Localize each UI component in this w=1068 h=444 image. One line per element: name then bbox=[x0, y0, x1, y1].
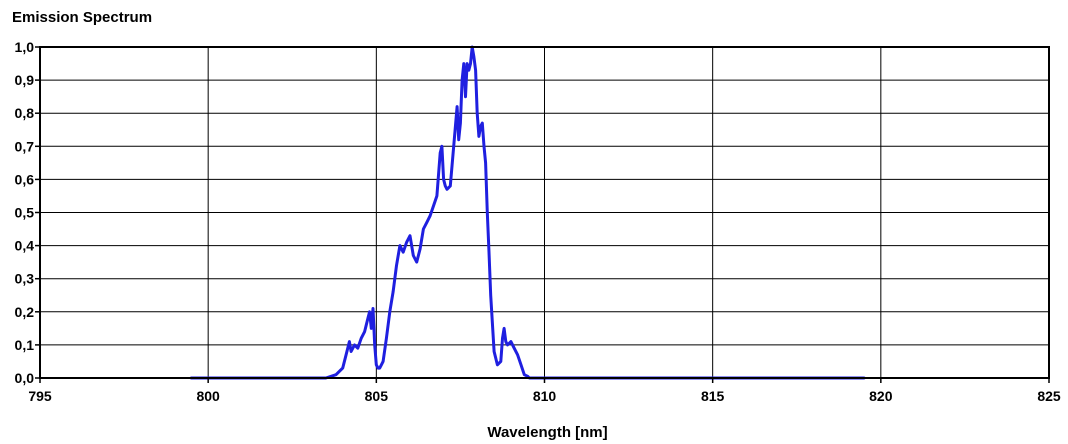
y-tick-label: 1,0 bbox=[15, 39, 35, 55]
y-tick-label: 0,6 bbox=[15, 171, 35, 187]
x-tick-label: 810 bbox=[533, 388, 557, 404]
series-layer bbox=[189, 45, 866, 380]
x-tick-label: 825 bbox=[1037, 388, 1061, 404]
x-tick-label: 795 bbox=[28, 388, 52, 404]
x-tick-label: 815 bbox=[701, 388, 725, 404]
x-tick-label: 805 bbox=[365, 388, 389, 404]
tick-layer: 795 800 805 810 815 820 825 0,0 0,1 0,2 0,3 0,4 0,5 0… bbox=[15, 39, 1061, 404]
y-tick-label: 0,7 bbox=[15, 138, 35, 154]
y-tick-label: 0,8 bbox=[15, 105, 35, 121]
x-axis-label: Wavelength [nm] bbox=[487, 424, 607, 441]
y-tick-label: 0,9 bbox=[15, 72, 35, 88]
y-tick-label: 0,5 bbox=[15, 205, 35, 221]
grid-layer bbox=[40, 47, 1049, 378]
y-tick-label: 0,0 bbox=[15, 370, 35, 386]
x-tick-label: 800 bbox=[196, 388, 220, 404]
y-tick-label: 0,1 bbox=[15, 337, 35, 353]
x-tick-label: 820 bbox=[869, 388, 893, 404]
series-line-0 bbox=[189, 45, 866, 380]
y-tick-label: 0,2 bbox=[15, 304, 35, 320]
y-tick-label: 0,4 bbox=[15, 238, 35, 254]
y-tick-label: 0,3 bbox=[15, 271, 35, 287]
chart-title: Emission Spectrum bbox=[12, 9, 153, 26]
